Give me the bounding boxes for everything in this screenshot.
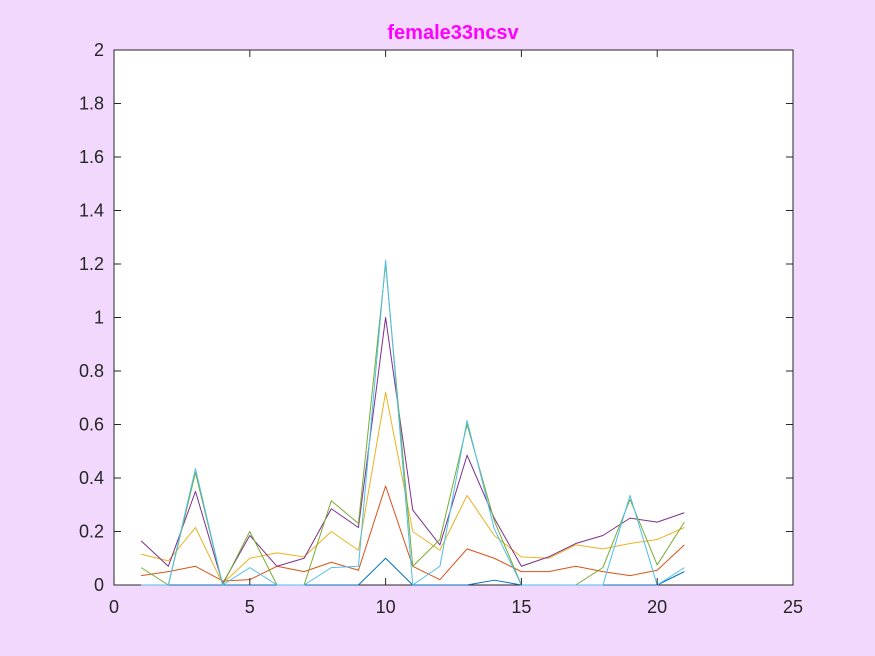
- series-line-6: [141, 259, 685, 586]
- y-tick-label: 0.4: [79, 468, 104, 488]
- axes-box: [113, 49, 794, 586]
- y-tick-label: 1.2: [79, 254, 104, 274]
- x-tick-label: 25: [783, 597, 803, 617]
- series-line-3: [141, 391, 685, 585]
- tick-layer: 0 5 10 15 20 25 0 0.2 0.4 0.6 0.8 1 1.2 1.4 1.6 1.8 2: [79, 40, 803, 617]
- y-tick-label: 2: [94, 40, 104, 60]
- x-tick-label: 15: [511, 597, 531, 617]
- x-tick-label: 20: [647, 597, 667, 617]
- chart-title: female33ncsv: [387, 22, 519, 44]
- series-layer: [140, 259, 685, 586]
- series-line-5: [140, 263, 685, 586]
- y-tick-label: 1.8: [79, 94, 104, 114]
- y-tick-label: 1.6: [79, 147, 104, 167]
- y-tick-label: 0: [94, 575, 104, 595]
- y-tick-label: 0.8: [79, 361, 104, 381]
- x-tick-label: 5: [245, 597, 255, 617]
- y-tick-label: 0.6: [79, 415, 104, 435]
- x-tick-label: 0: [109, 597, 119, 617]
- y-tick-label: 0.2: [79, 522, 104, 542]
- y-tick-label: 1: [94, 308, 104, 328]
- y-tick-label: 1.4: [79, 201, 104, 221]
- x-tick-label: 10: [376, 597, 396, 617]
